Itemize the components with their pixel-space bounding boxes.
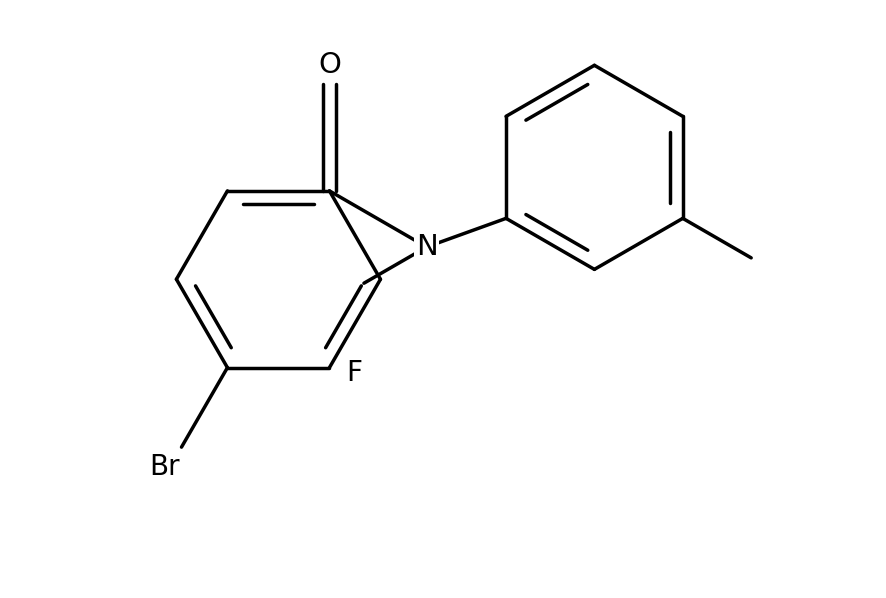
- Text: Br: Br: [150, 453, 181, 481]
- Text: F: F: [346, 359, 362, 387]
- Text: N: N: [416, 233, 438, 261]
- Text: O: O: [318, 51, 341, 80]
